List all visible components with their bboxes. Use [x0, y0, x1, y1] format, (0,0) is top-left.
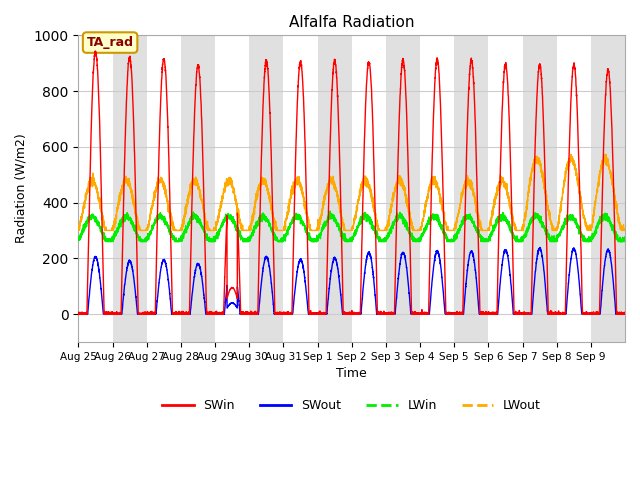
SWout: [529, 303, 536, 309]
LWin: [502, 218, 509, 224]
LWout: [543, 192, 550, 198]
Line: SWout: SWout: [79, 248, 625, 314]
SWin: [543, 241, 550, 247]
LWin: [372, 232, 380, 238]
SWin: [188, 201, 196, 207]
LWin: [621, 235, 629, 241]
SWin: [502, 60, 509, 65]
SWout: [401, 256, 409, 262]
LWin: [401, 222, 409, 228]
SWout: [502, 247, 509, 252]
Line: LWout: LWout: [79, 154, 625, 230]
Legend: SWin, SWout, LWin, LWout: SWin, SWout, LWin, LWout: [157, 394, 546, 417]
Bar: [249, 36, 284, 342]
LWout: [75, 228, 83, 233]
SWin: [75, 311, 83, 317]
LWout: [529, 164, 536, 170]
SWout: [372, 301, 380, 307]
Bar: [522, 36, 557, 342]
LWout: [372, 219, 380, 225]
Line: LWin: LWin: [79, 211, 625, 241]
Bar: [454, 36, 488, 342]
SWin: [529, 245, 536, 251]
Bar: [113, 36, 147, 342]
SWout: [543, 300, 550, 306]
SWout: [188, 295, 196, 300]
SWout: [75, 311, 83, 316]
LWout: [502, 187, 509, 192]
LWin: [543, 229, 550, 235]
SWin: [621, 311, 629, 316]
LWout: [75, 223, 83, 229]
Line: SWin: SWin: [79, 51, 625, 314]
SWin: [372, 252, 380, 258]
LWin: [529, 219, 536, 225]
Bar: [386, 36, 420, 342]
LWout: [401, 186, 409, 192]
LWout: [188, 179, 196, 184]
Text: TA_rad: TA_rad: [86, 36, 134, 49]
LWin: [102, 239, 109, 244]
SWout: [621, 311, 629, 316]
LWout: [602, 151, 610, 157]
Bar: [181, 36, 215, 342]
Title: Alfalfa Radiation: Alfalfa Radiation: [289, 15, 415, 30]
Bar: [317, 36, 352, 342]
Y-axis label: Radiation (W/m2): Radiation (W/m2): [15, 134, 28, 243]
LWin: [75, 234, 83, 240]
LWin: [188, 214, 196, 220]
SWin: [75, 311, 83, 316]
SWin: [92, 48, 99, 54]
SWout: [536, 245, 544, 251]
Bar: [591, 36, 625, 342]
X-axis label: Time: Time: [337, 367, 367, 380]
SWout: [75, 311, 83, 317]
LWin: [326, 208, 334, 214]
SWin: [401, 81, 409, 87]
LWout: [621, 226, 629, 231]
